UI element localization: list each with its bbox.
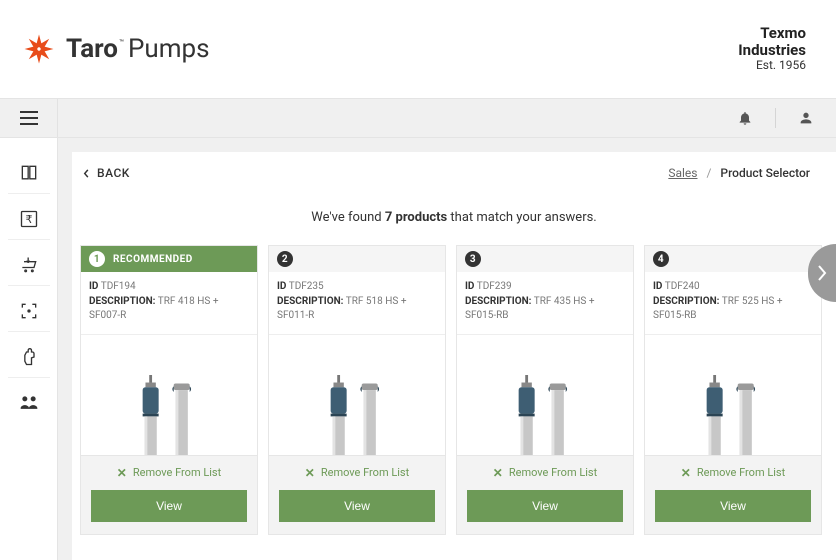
sidebar-item-scan[interactable] <box>8 290 50 332</box>
remove-button[interactable]: ✕ Remove From List <box>279 466 435 480</box>
top-brand-bar: Taro ™ Pumps Texmo Industries Est. 1956 <box>0 0 836 98</box>
card-header: 1 RECOMMENDED <box>81 246 257 272</box>
scan-icon <box>19 301 39 321</box>
summary-suffix: that match your answers. <box>447 210 597 225</box>
remove-button[interactable]: ✕ Remove From List <box>655 466 811 480</box>
id-label: ID <box>465 281 474 292</box>
card-footer: ✕ Remove From List View <box>81 455 257 534</box>
id-label: ID <box>89 281 98 292</box>
rank-badge: 2 <box>277 251 293 267</box>
brand: Taro ™ Pumps <box>22 32 210 66</box>
back-button[interactable]: BACK <box>82 166 130 180</box>
card-header: 3 <box>457 246 633 272</box>
content-area: BACK Sales / Product Selector We've foun… <box>58 138 836 560</box>
card-footer: ✕ Remove From List View <box>645 455 821 534</box>
rank-badge: 3 <box>465 251 481 267</box>
close-icon: ✕ <box>305 466 315 480</box>
breadcrumb: Sales / Product Selector <box>668 166 810 180</box>
brand-name: Taro ™ Pumps <box>66 34 210 64</box>
desc-label: DESCRIPTION: <box>89 296 156 307</box>
rank-badge: 4 <box>653 251 669 267</box>
bell-icon <box>737 110 753 126</box>
hamburger-icon <box>20 111 38 125</box>
product-card: 3 ID TDF239 DESCRIPTION: TRF 435 HS + SF… <box>456 245 634 535</box>
card-footer: ✕ Remove From List View <box>457 455 633 534</box>
card-header: 2 <box>269 246 445 272</box>
card-info: ID TDF239 DESCRIPTION: TRF 435 HS + SF01… <box>457 272 633 335</box>
remove-button[interactable]: ✕ Remove From List <box>467 466 623 480</box>
remove-label: Remove From List <box>509 466 597 479</box>
recommended-label: RECOMMENDED <box>113 254 193 265</box>
sidebar-item-feedback[interactable] <box>8 336 50 378</box>
view-button[interactable]: View <box>279 490 435 522</box>
desc-label: DESCRIPTION: <box>277 296 344 307</box>
product-image <box>645 335 821 455</box>
remove-button[interactable]: ✕ Remove From List <box>91 466 247 480</box>
product-id: TDF240 <box>665 281 700 292</box>
card-info: ID TDF235 DESCRIPTION: TRF 518 HS + SF01… <box>269 272 445 335</box>
breadcrumb-parent[interactable]: Sales <box>668 166 697 180</box>
menu-button[interactable] <box>0 99 58 137</box>
user-icon <box>798 110 814 126</box>
sidebar: ₹ <box>0 138 58 560</box>
cart-download-icon <box>19 255 39 275</box>
remove-label: Remove From List <box>321 466 409 479</box>
remove-label: Remove From List <box>133 466 221 479</box>
action-bar <box>0 98 836 138</box>
breadcrumb-current: Product Selector <box>720 166 810 180</box>
brand-name-strong: Taro <box>66 34 118 64</box>
close-icon: ✕ <box>681 466 691 480</box>
company-line1: Texmo <box>738 25 806 42</box>
book-icon <box>19 163 39 183</box>
brand-logo-icon <box>22 32 56 66</box>
product-card: 1 RECOMMENDED ID TDF194 DESCRIPTION: TRF… <box>80 245 258 535</box>
product-card: 2 ID TDF235 DESCRIPTION: TRF 518 HS + SF… <box>268 245 446 535</box>
view-button[interactable]: View <box>91 490 247 522</box>
rupee-icon: ₹ <box>19 209 39 229</box>
company-block: Texmo Industries Est. 1956 <box>738 25 806 73</box>
view-button[interactable]: View <box>655 490 811 522</box>
card-info: ID TDF240 DESCRIPTION: TRF 525 HS + SF01… <box>645 272 821 335</box>
back-label: BACK <box>97 166 130 180</box>
sidebar-item-catalogue[interactable] <box>8 152 50 194</box>
desc-label: DESCRIPTION: <box>465 296 532 307</box>
summary-prefix: We've found <box>311 210 385 225</box>
sidebar-item-pricing[interactable]: ₹ <box>8 198 50 240</box>
card-header: 4 <box>645 246 821 272</box>
card-footer: ✕ Remove From List View <box>269 455 445 534</box>
profile-button[interactable] <box>776 99 836 137</box>
people-icon <box>18 393 40 413</box>
chevron-right-icon <box>816 264 828 282</box>
product-id: TDF235 <box>289 281 324 292</box>
product-id: TDF239 <box>477 281 512 292</box>
results-summary: We've found 7 products that match your a… <box>72 210 836 225</box>
product-id: TDF194 <box>101 281 136 292</box>
sidebar-item-users[interactable] <box>8 382 50 424</box>
view-button[interactable]: View <box>467 490 623 522</box>
notifications-button[interactable] <box>715 99 775 137</box>
remove-label: Remove From List <box>697 466 785 479</box>
close-icon: ✕ <box>117 466 127 480</box>
product-grid: 1 RECOMMENDED ID TDF194 DESCRIPTION: TRF… <box>72 225 836 535</box>
trademark: ™ <box>119 38 124 47</box>
card-info: ID TDF194 DESCRIPTION: TRF 418 HS + SF00… <box>81 272 257 335</box>
product-image <box>269 335 445 455</box>
id-label: ID <box>653 281 662 292</box>
breadcrumb-separator: / <box>706 166 711 180</box>
desc-label: DESCRIPTION: <box>653 296 720 307</box>
product-image <box>81 335 257 455</box>
product-card: 4 ID TDF240 DESCRIPTION: TRF 525 HS + SF… <box>644 245 822 535</box>
chevron-left-icon <box>82 169 91 178</box>
company-line2: Industries <box>738 42 806 59</box>
hand-icon <box>19 347 39 367</box>
close-icon: ✕ <box>493 466 503 480</box>
summary-count: 7 products <box>385 210 447 225</box>
id-label: ID <box>277 281 286 292</box>
brand-name-light: Pumps <box>128 34 210 64</box>
sidebar-item-orders[interactable] <box>8 244 50 286</box>
product-image <box>457 335 633 455</box>
svg-text:₹: ₹ <box>25 214 32 226</box>
company-line3: Est. 1956 <box>738 59 806 73</box>
rank-badge: 1 <box>89 251 105 267</box>
